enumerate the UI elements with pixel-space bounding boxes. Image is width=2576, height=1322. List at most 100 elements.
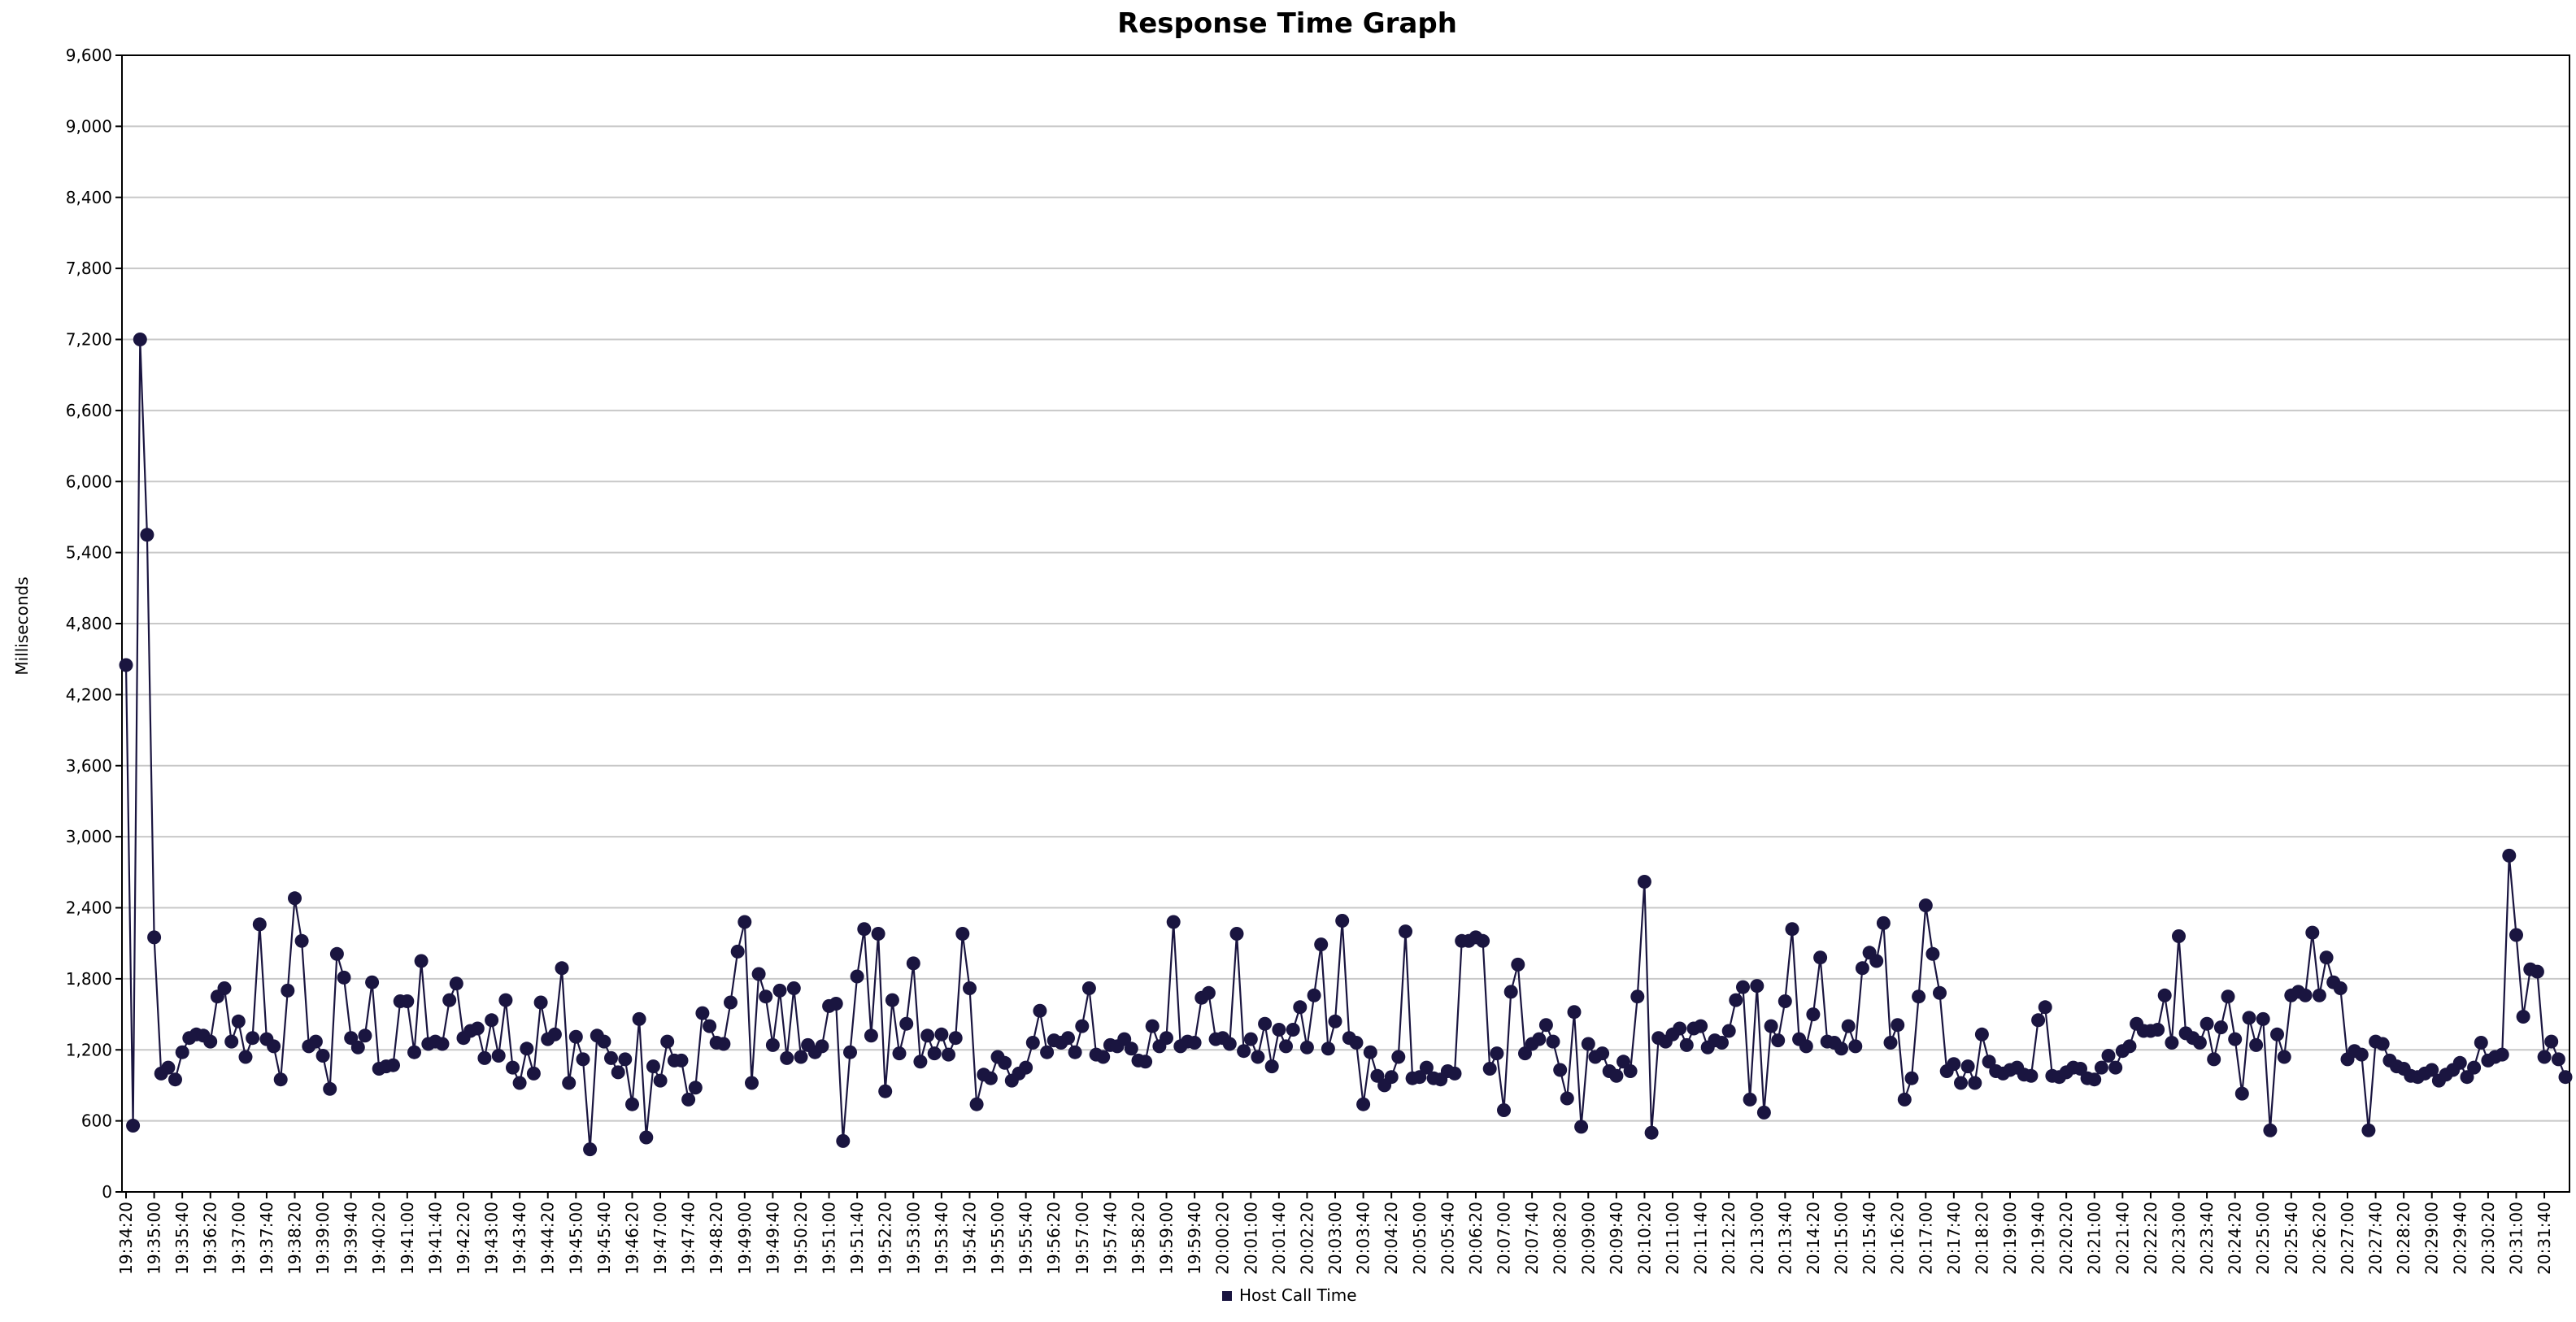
x-tick-label: 20:16:20 xyxy=(1888,1202,1908,1275)
data-point xyxy=(2249,1037,2264,1052)
x-tick-label: 20:05:00 xyxy=(1410,1202,1429,1275)
x-tick-label: 19:41:40 xyxy=(425,1202,445,1275)
x-tick-label: 19:41:00 xyxy=(398,1202,417,1275)
data-point xyxy=(2319,950,2334,965)
data-point xyxy=(1096,1050,1111,1064)
data-point xyxy=(1286,1023,1300,1037)
data-point xyxy=(836,1133,851,1148)
data-point xyxy=(1764,1019,1778,1033)
x-tick-label: 20:31:40 xyxy=(2535,1202,2554,1275)
data-point xyxy=(1138,1055,1153,1069)
x-tick-label: 19:35:40 xyxy=(172,1202,192,1275)
data-point xyxy=(1848,1039,1863,1054)
data-point xyxy=(470,1021,485,1036)
y-tick-label: 0 xyxy=(102,1182,112,1202)
x-tick-label: 19:57:40 xyxy=(1100,1202,1120,1275)
data-point xyxy=(1299,1040,1314,1055)
data-point xyxy=(998,1055,1012,1070)
data-point xyxy=(1750,979,1764,994)
data-point xyxy=(674,1053,689,1068)
legend-swatch xyxy=(1222,1291,1232,1301)
data-point xyxy=(506,1060,520,1075)
data-point xyxy=(168,1072,182,1087)
y-axis-ticks: 0 600 1,200 1,800 2,400 3,000 3,600 4,200 4,800 5… xyxy=(66,46,122,1202)
x-tick-label: 19:43:00 xyxy=(482,1202,502,1275)
x-tick-label: 19:59:40 xyxy=(1185,1202,1204,1275)
data-point xyxy=(2094,1060,2108,1075)
data-point xyxy=(850,969,864,984)
data-point xyxy=(2354,1047,2369,1062)
data-point xyxy=(414,954,429,968)
data-point xyxy=(1912,989,1926,1004)
x-tick-label: 20:22:20 xyxy=(2141,1202,2160,1275)
data-point xyxy=(786,981,801,995)
data-point xyxy=(1243,1032,1258,1046)
y-tick-label: 7,200 xyxy=(66,330,112,350)
data-point xyxy=(724,995,738,1010)
data-point xyxy=(2221,989,2235,1004)
x-tick-label: 20:31:00 xyxy=(2506,1202,2526,1275)
data-point xyxy=(2509,928,2523,942)
data-point xyxy=(386,1058,400,1072)
data-point xyxy=(140,528,154,542)
data-point xyxy=(1264,1059,1279,1074)
data-point xyxy=(2474,1036,2488,1050)
data-point xyxy=(1982,1055,1996,1069)
data-point xyxy=(2213,1020,2228,1035)
data-point xyxy=(681,1092,696,1107)
data-point xyxy=(1623,1064,1638,1078)
data-point xyxy=(1715,1036,1729,1050)
data-point xyxy=(688,1081,703,1095)
data-point xyxy=(765,1037,780,1052)
data-point xyxy=(2031,1013,2046,1028)
data-point xyxy=(2228,1032,2243,1046)
data-point xyxy=(695,1006,710,1020)
data-point xyxy=(547,1027,562,1042)
data-point xyxy=(2024,1068,2039,1083)
data-point xyxy=(1363,1045,1377,1059)
y-tick-label: 3,600 xyxy=(66,756,112,776)
y-tick-label: 6,000 xyxy=(66,472,112,491)
x-tick-label: 19:55:40 xyxy=(1016,1202,1036,1275)
data-point xyxy=(449,976,463,991)
data-point xyxy=(2122,1039,2137,1054)
legend: Host Call Time xyxy=(1222,1285,1357,1305)
y-tick-label: 1,800 xyxy=(66,969,112,989)
data-point xyxy=(329,946,344,961)
x-tick-label: 20:01:40 xyxy=(1269,1202,1289,1275)
x-tick-label: 20:11:40 xyxy=(1691,1202,1711,1275)
data-point xyxy=(576,1052,590,1067)
x-tick-label: 19:46:20 xyxy=(622,1202,642,1275)
data-point xyxy=(1075,1019,1090,1033)
data-point xyxy=(871,927,886,941)
data-point xyxy=(913,1055,928,1069)
data-point xyxy=(520,1042,534,1056)
data-point xyxy=(1960,1059,1975,1074)
data-point xyxy=(963,981,977,995)
x-tick-label: 19:39:00 xyxy=(313,1202,333,1275)
data-point xyxy=(2073,1062,2087,1076)
x-tick-label: 19:51:40 xyxy=(847,1202,867,1275)
data-point xyxy=(1876,915,1891,930)
data-point xyxy=(604,1050,618,1065)
data-point xyxy=(2375,1037,2390,1051)
data-point xyxy=(1201,985,1216,1000)
data-point xyxy=(829,997,843,1011)
data-point xyxy=(288,891,302,906)
data-point xyxy=(358,1028,372,1043)
data-point xyxy=(618,1052,633,1067)
data-point xyxy=(477,1050,492,1065)
data-point xyxy=(1532,1032,1547,1046)
x-tick-label: 19:52:20 xyxy=(876,1202,895,1275)
data-point xyxy=(2460,1070,2474,1085)
data-point xyxy=(2234,1086,2249,1101)
data-point xyxy=(948,1031,963,1046)
data-point xyxy=(611,1065,625,1080)
data-point xyxy=(308,1034,323,1049)
x-tick-label: 19:37:40 xyxy=(257,1202,276,1275)
data-point xyxy=(2038,1000,2052,1015)
data-point xyxy=(1834,1042,1848,1056)
data-point xyxy=(1855,961,1869,976)
data-point xyxy=(625,1097,639,1111)
data-point xyxy=(1869,954,1884,968)
